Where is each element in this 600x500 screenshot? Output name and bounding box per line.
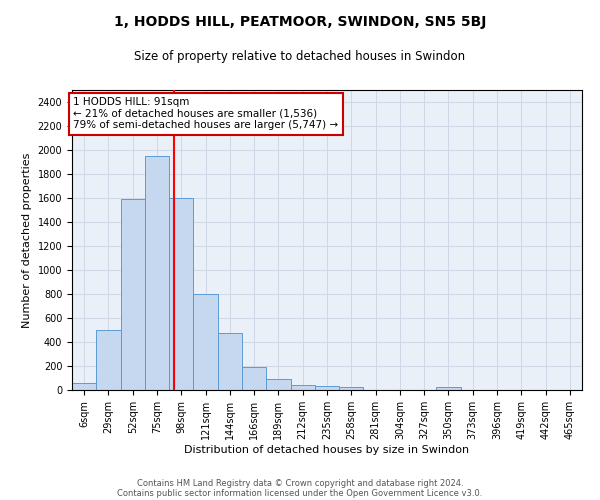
Bar — [96, 330, 121, 390]
Bar — [72, 383, 96, 390]
Bar — [266, 378, 290, 390]
Text: Contains public sector information licensed under the Open Government Licence v3: Contains public sector information licen… — [118, 488, 482, 498]
Bar — [242, 366, 266, 390]
Bar — [290, 385, 315, 390]
Bar — [145, 156, 169, 390]
Text: Size of property relative to detached houses in Swindon: Size of property relative to detached ho… — [134, 50, 466, 63]
Bar — [436, 388, 461, 390]
Text: 1 HODDS HILL: 91sqm
← 21% of detached houses are smaller (1,536)
79% of semi-det: 1 HODDS HILL: 91sqm ← 21% of detached ho… — [73, 97, 338, 130]
Bar — [193, 294, 218, 390]
X-axis label: Distribution of detached houses by size in Swindon: Distribution of detached houses by size … — [184, 444, 470, 454]
Bar — [218, 333, 242, 390]
Text: Contains HM Land Registry data © Crown copyright and database right 2024.: Contains HM Land Registry data © Crown c… — [137, 478, 463, 488]
Bar — [121, 199, 145, 390]
Bar — [339, 388, 364, 390]
Bar — [315, 386, 339, 390]
Text: 1, HODDS HILL, PEATMOOR, SWINDON, SN5 5BJ: 1, HODDS HILL, PEATMOOR, SWINDON, SN5 5B… — [114, 15, 486, 29]
Bar — [169, 198, 193, 390]
Y-axis label: Number of detached properties: Number of detached properties — [22, 152, 32, 328]
